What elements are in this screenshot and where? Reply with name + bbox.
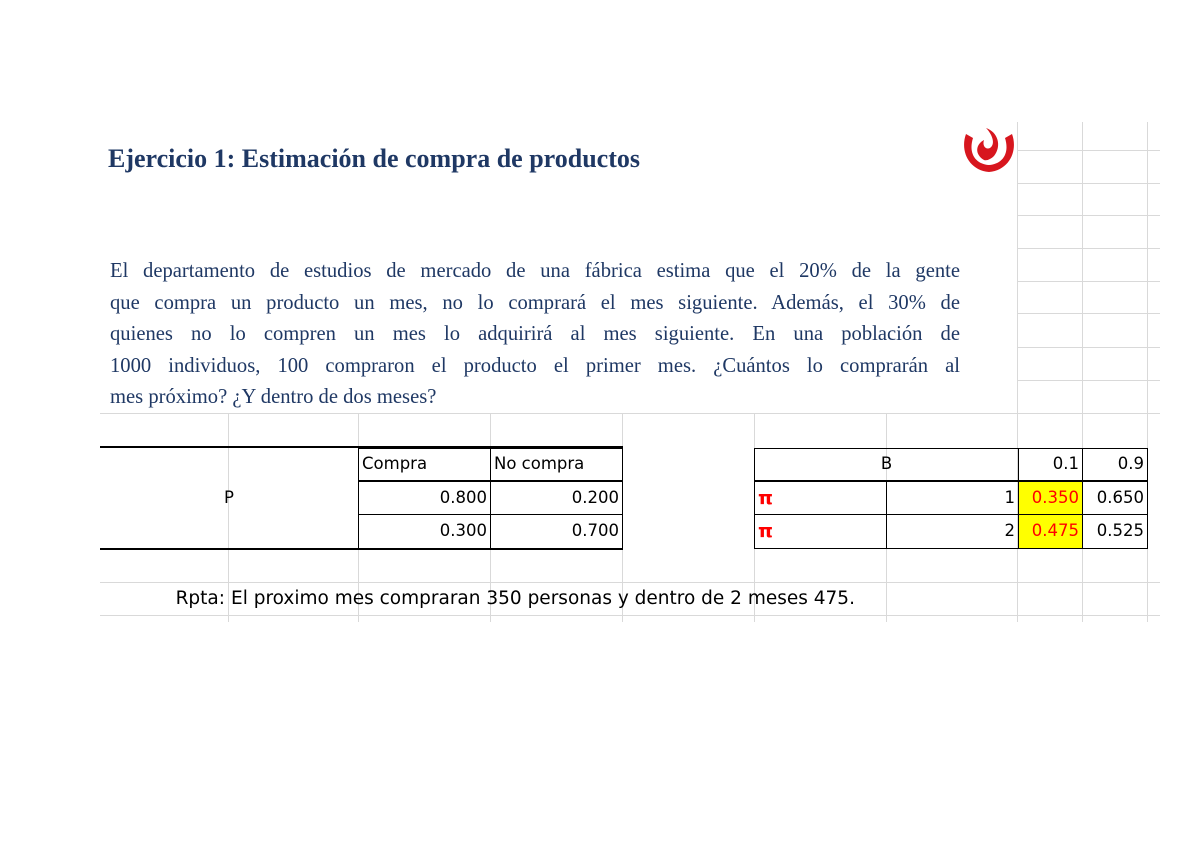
exercise-statement: El departamento de estudios de mercado d… [110, 256, 960, 414]
col-header-no-compra: No compra [490, 448, 623, 481]
answer-text: El proximo mes compraran 350 personas y … [231, 587, 855, 609]
b-highlight-value: 0.475 [1018, 514, 1083, 549]
p-cell-r2c2: 0.700 [490, 514, 623, 549]
b-row-index: 2 [886, 514, 1019, 549]
matrix-p-bottom-border [100, 548, 623, 550]
b-initial-1: 0.1 [1018, 448, 1083, 481]
p-cell-r1c2: 0.200 [490, 481, 623, 515]
statement-line: mes próximo? ¿Y dentro de dos meses? [110, 386, 437, 408]
b-value: 0.650 [1082, 481, 1148, 515]
b-value: 0.525 [1082, 514, 1148, 549]
pi-symbol: π [754, 481, 887, 515]
upc-flame-logo-icon [964, 128, 1014, 172]
b-row-index: 1 [886, 481, 1019, 515]
matrix-b-label: B [754, 448, 1019, 481]
answer-label: Rpta: [175, 587, 225, 609]
b-highlight-value: 0.350 [1018, 481, 1083, 515]
statement-line: 1000 individuos, 100 compraron el produc… [110, 354, 960, 377]
matrix-p-top-border [100, 446, 623, 448]
statement-line: que compra un producto un mes, no lo com… [110, 291, 960, 314]
b-initial-2: 0.9 [1082, 448, 1148, 481]
col-header-compra: Compra [358, 448, 491, 481]
statement-line: El departamento de estudios de mercado d… [110, 260, 960, 282]
pi-symbol: π [754, 514, 887, 549]
p-cell-r1c1: 0.800 [358, 481, 491, 515]
matrix-p-label: P [224, 487, 234, 507]
statement-line: quienes no lo compren un mes lo adquirir… [110, 323, 960, 345]
p-cell-r2c1: 0.300 [358, 514, 491, 549]
exercise-title: Ejercicio 1: Estimación de compra de pro… [108, 144, 640, 173]
